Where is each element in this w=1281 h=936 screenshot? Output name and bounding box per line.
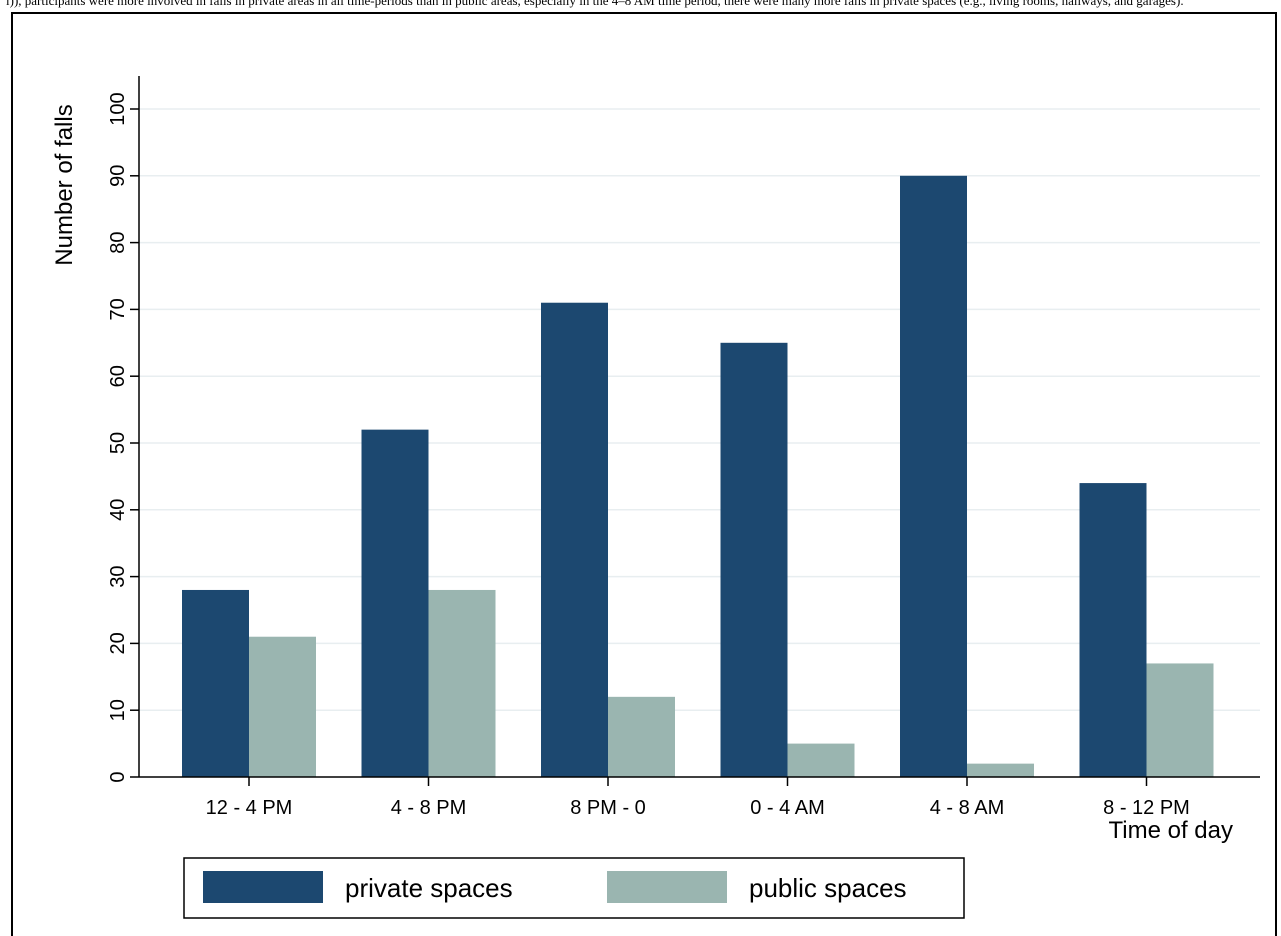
bar-public — [787, 743, 855, 777]
y-tick-label: 70 — [107, 298, 129, 320]
legend-label-private-spaces: private spaces — [345, 873, 513, 903]
bar-private — [361, 429, 429, 777]
chart-frame — [11, 12, 1277, 936]
y-tick-label: 100 — [107, 92, 129, 125]
y-tick-label: 20 — [107, 632, 129, 654]
legend-swatch-public-spaces — [607, 871, 727, 903]
bar-public — [249, 636, 316, 777]
x-tick-label: 8 - 12 PM — [1103, 797, 1190, 819]
x-tick-label: 4 - 8 PM — [391, 797, 467, 819]
bar-public — [608, 696, 675, 777]
legend-label-public-spaces: public spaces — [749, 873, 907, 903]
x-tick-label: 0 - 4 AM — [750, 797, 824, 819]
y-tick-label: 10 — [107, 699, 129, 721]
x-tick-label: 12 - 4 PM — [206, 797, 293, 819]
figure-caption-fragment: l)), participants were more involved in … — [6, 0, 1184, 8]
bar-private — [182, 589, 249, 777]
axes: 0 10 20 30 40 50 60 70 80 90 100 12 - 4 PM 4 - 8 PM 8… — [107, 76, 1260, 819]
y-tick-label: 40 — [107, 499, 129, 521]
legend-swatch-private-spaces — [203, 871, 323, 903]
y-tick-label: 60 — [107, 365, 129, 387]
x-tick-label: 8 PM - 0 — [570, 797, 646, 819]
y-tick-label: 50 — [107, 432, 129, 454]
y-axis-label: Number of falls — [51, 104, 78, 265]
bar-public — [428, 589, 496, 777]
bar-private — [900, 175, 967, 778]
bar-private — [541, 302, 608, 777]
x-tick-label: 4 - 8 AM — [930, 797, 1004, 819]
bars — [182, 175, 1214, 778]
bar-private — [720, 342, 788, 777]
legend: private spaces public spaces — [183, 857, 965, 919]
gridlines — [139, 108, 1260, 711]
bar-public — [1146, 663, 1214, 777]
x-axis-label: Time of day — [1109, 817, 1234, 844]
bar-public — [967, 763, 1034, 777]
y-tick-label: 90 — [107, 165, 129, 187]
y-tick-label: 30 — [107, 565, 129, 587]
bar-private — [1079, 483, 1147, 777]
y-tick-label: 0 — [107, 771, 129, 782]
y-tick-label: 80 — [107, 231, 129, 253]
